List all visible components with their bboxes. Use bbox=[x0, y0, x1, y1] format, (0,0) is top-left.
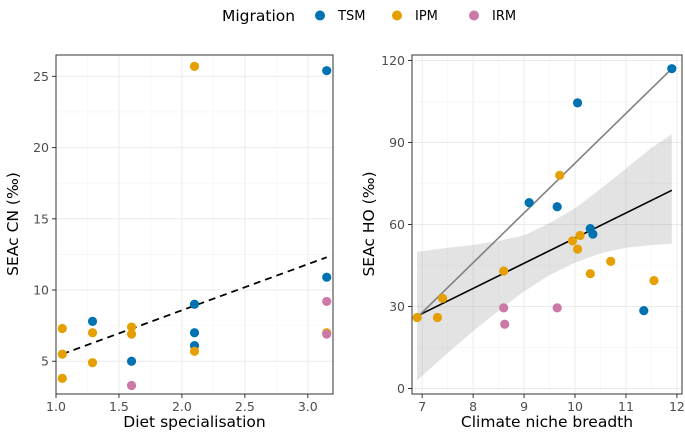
left-point-ipm bbox=[87, 358, 98, 368]
right-point-tsm bbox=[667, 64, 677, 74]
left-x-tick-label: 2.0 bbox=[172, 399, 192, 414]
legend-label-irm: IRM bbox=[492, 9, 516, 24]
right-x-tick-label: 11 bbox=[618, 399, 634, 414]
right-point-ipm bbox=[432, 312, 443, 323]
left-x-tick-label: 2.5 bbox=[235, 399, 255, 414]
right-point-tsm bbox=[639, 306, 649, 316]
left-point-ipm bbox=[57, 323, 67, 334]
left-point-ipm bbox=[189, 346, 200, 356]
right-y-ticks: 0 30 60 90 120 bbox=[381, 53, 412, 396]
right-confidence-band bbox=[417, 134, 672, 381]
right-y-tick-label: 90 bbox=[389, 135, 405, 150]
left-panel: 1.0 1.5 2.0 2.5 3.0 5 10 15 20 25 Diet specialis… bbox=[4, 54, 334, 431]
right-point-ipm bbox=[572, 244, 583, 254]
left-y-tick-label: 10 bbox=[33, 283, 49, 298]
left-point-tsm bbox=[322, 272, 332, 282]
right-y-axis-title: SEAc HO (‰) bbox=[360, 171, 378, 276]
left-point-ipm bbox=[57, 349, 67, 359]
left-point-ipm bbox=[126, 322, 137, 332]
left-y-tick-label: 20 bbox=[33, 140, 49, 155]
left-point-ipm bbox=[87, 328, 98, 338]
right-x-tick-label: 7 bbox=[418, 399, 426, 414]
left-x-tick-label: 1.0 bbox=[46, 399, 66, 414]
legend-label-tsm: TSM bbox=[337, 9, 365, 24]
right-line-layer bbox=[416, 68, 673, 319]
legend-item-ipm: IPM bbox=[392, 9, 438, 24]
right-x-tick-label: 10 bbox=[567, 399, 583, 414]
right-y-tick-label: 120 bbox=[381, 53, 405, 68]
left-point-ipm bbox=[126, 329, 137, 339]
right-y-tick-label: 30 bbox=[389, 299, 405, 314]
left-point-tsm bbox=[87, 316, 98, 326]
legend-item-irm: IRM bbox=[469, 9, 516, 24]
right-grid bbox=[412, 55, 682, 394]
right-point-ipm bbox=[606, 256, 616, 267]
right-point-ipm bbox=[567, 236, 578, 246]
legend-item-tsm: TSM bbox=[315, 9, 365, 24]
left-y-axis-title: SEAc CN (‰) bbox=[4, 172, 22, 276]
left-plot-area bbox=[55, 54, 334, 395]
legend-label-ipm: IPM bbox=[415, 9, 438, 24]
legend-key-irm bbox=[469, 10, 479, 21]
left-trend bbox=[61, 256, 328, 355]
legend-key-tsm bbox=[315, 10, 325, 21]
left-point-irm bbox=[322, 296, 332, 307]
left-y-tick-label: 5 bbox=[41, 354, 49, 369]
left-point-irm bbox=[126, 380, 137, 391]
left-point-tsm bbox=[189, 299, 200, 309]
right-point-ipm bbox=[412, 312, 422, 323]
left-point-tsm bbox=[322, 66, 332, 76]
left-x-axis-title: Diet specialisation bbox=[123, 413, 265, 431]
right-point-ipm bbox=[575, 230, 585, 241]
right-y-tick-label: 60 bbox=[389, 217, 405, 232]
right-point-ipm bbox=[649, 275, 659, 286]
left-point-ipm bbox=[57, 373, 67, 383]
left-x-tick-label: 1.5 bbox=[109, 399, 129, 414]
right-x-ticks: 7 8 9 10 11 12 bbox=[418, 394, 685, 414]
left-y-ticks: 5 10 15 20 25 bbox=[33, 69, 56, 369]
right-points-layer bbox=[412, 64, 677, 329]
legend-key-ipm bbox=[392, 10, 402, 21]
right-point-irm bbox=[552, 303, 562, 313]
right-point-ipm bbox=[499, 266, 509, 276]
right-y-tick-label: 0 bbox=[397, 381, 405, 396]
left-y-tick-label: 15 bbox=[33, 211, 49, 226]
right-point-tsm bbox=[588, 229, 598, 239]
right-point-irm bbox=[500, 319, 510, 329]
left-point-tsm bbox=[126, 356, 137, 366]
right-band-layer bbox=[417, 134, 672, 381]
left-x-ticks: 1.0 1.5 2.0 2.5 3.0 bbox=[46, 394, 318, 414]
left-panel-border bbox=[55, 54, 334, 395]
left-point-tsm bbox=[189, 328, 200, 338]
right-point-tsm bbox=[572, 98, 583, 108]
left-x-tick-label: 3.0 bbox=[298, 399, 318, 414]
right-point-ipm bbox=[555, 170, 565, 180]
right-upper-line bbox=[416, 68, 673, 319]
right-x-tick-label: 8 bbox=[469, 399, 477, 414]
left-point-ipm bbox=[189, 61, 200, 71]
right-linear-fit bbox=[416, 189, 673, 317]
right-x-axis-title: Climate niche breadth bbox=[461, 413, 633, 431]
right-panel: 7 8 9 10 11 12 0 30 60 90 120 Climate niche bread… bbox=[360, 53, 685, 431]
right-x-tick-label: 9 bbox=[520, 399, 528, 414]
right-point-tsm bbox=[524, 198, 534, 208]
legend: Migration TSM IPM IRM bbox=[222, 7, 516, 25]
left-point-irm bbox=[322, 329, 332, 339]
right-point-ipm bbox=[585, 269, 595, 279]
left-line-layer bbox=[61, 256, 328, 355]
right-point-irm bbox=[499, 303, 509, 313]
right-point-ipm bbox=[437, 293, 448, 303]
right-x-tick-label: 12 bbox=[669, 399, 685, 414]
left-points-layer bbox=[57, 61, 332, 391]
legend-title: Migration bbox=[222, 7, 295, 25]
left-y-tick-label: 25 bbox=[33, 69, 49, 84]
right-point-tsm bbox=[552, 202, 562, 212]
